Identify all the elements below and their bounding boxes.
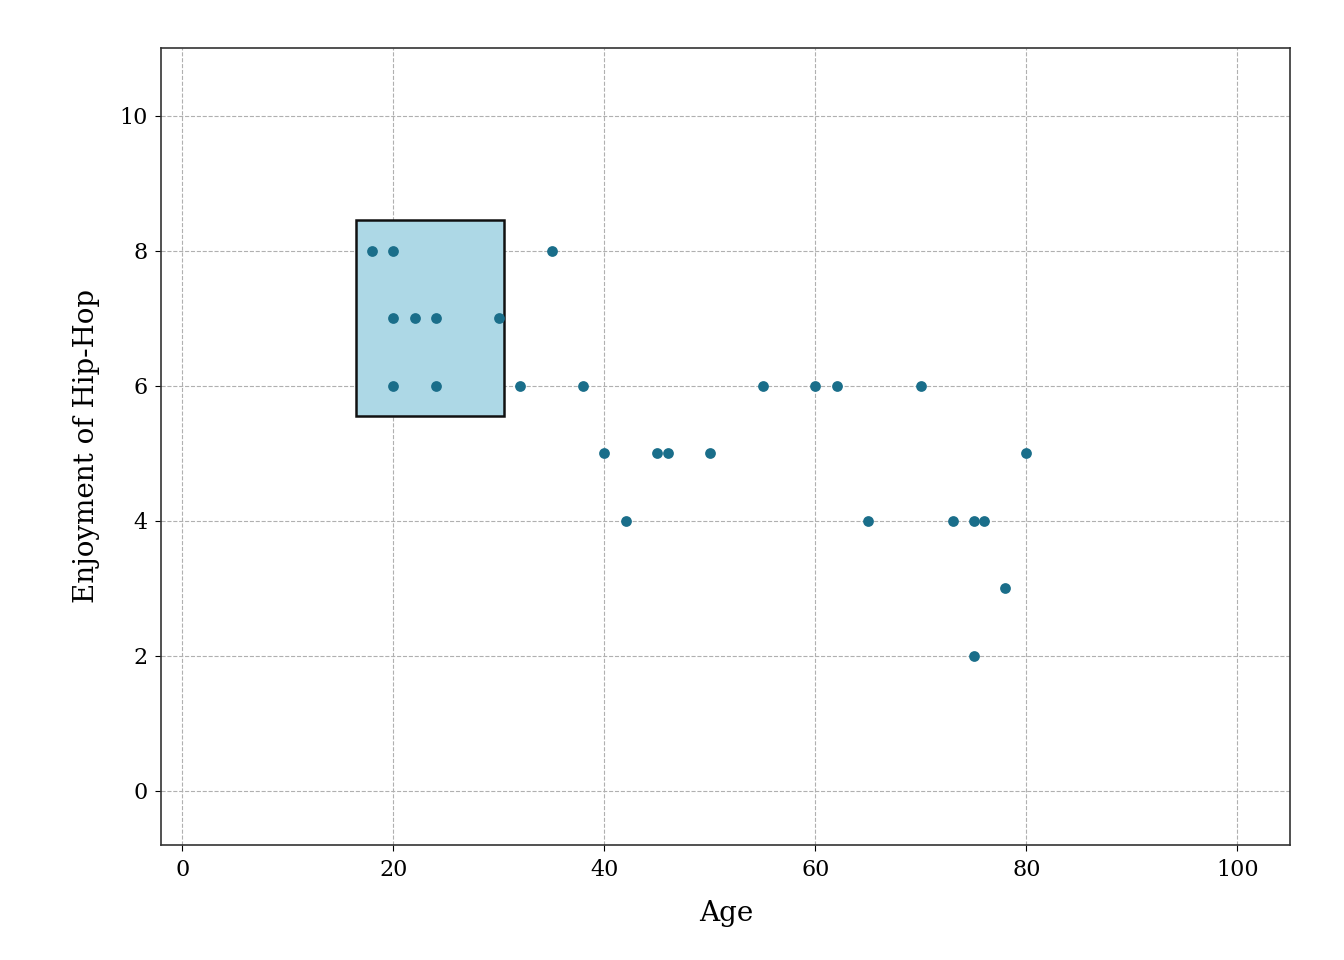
Point <box>403 310 425 325</box>
Point <box>362 243 383 258</box>
Point <box>425 378 446 394</box>
Point <box>942 513 964 528</box>
Point <box>995 581 1016 596</box>
Point <box>540 243 562 258</box>
Point <box>383 243 405 258</box>
Point <box>962 648 984 663</box>
Point <box>594 445 616 461</box>
Bar <box>356 220 504 416</box>
Point <box>614 513 636 528</box>
Point <box>646 445 668 461</box>
Y-axis label: Enjoyment of Hip-Hop: Enjoyment of Hip-Hop <box>73 289 99 604</box>
Point <box>383 310 405 325</box>
Point <box>751 378 773 394</box>
Point <box>657 445 679 461</box>
Point <box>488 310 509 325</box>
Point <box>962 513 984 528</box>
Point <box>1016 445 1038 461</box>
Point <box>973 513 995 528</box>
Point <box>857 513 879 528</box>
Point <box>699 445 720 461</box>
Point <box>425 310 446 325</box>
Point <box>805 378 827 394</box>
Point <box>383 378 405 394</box>
Point <box>509 378 531 394</box>
Point <box>573 378 594 394</box>
X-axis label: Age: Age <box>699 900 753 927</box>
Point <box>910 378 931 394</box>
Point <box>825 378 847 394</box>
